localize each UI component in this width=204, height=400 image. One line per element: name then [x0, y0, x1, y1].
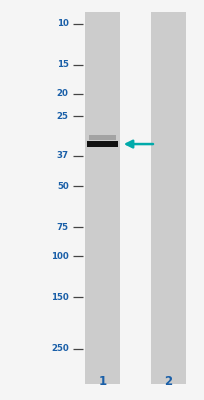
- Bar: [150, 12, 185, 384]
- Text: 250: 250: [51, 344, 68, 353]
- Text: 75: 75: [56, 222, 68, 232]
- Bar: [85, 12, 119, 384]
- Text: 25: 25: [57, 112, 68, 121]
- Bar: [86, 141, 118, 147]
- Text: 37: 37: [56, 151, 68, 160]
- Text: 15: 15: [57, 60, 68, 69]
- Text: 150: 150: [51, 292, 68, 302]
- Text: 100: 100: [51, 252, 68, 261]
- Text: 20: 20: [57, 89, 68, 98]
- Bar: [89, 136, 115, 140]
- Text: 2: 2: [163, 375, 171, 388]
- Text: 1: 1: [98, 375, 106, 388]
- Text: 50: 50: [57, 182, 68, 191]
- Text: 10: 10: [57, 19, 68, 28]
